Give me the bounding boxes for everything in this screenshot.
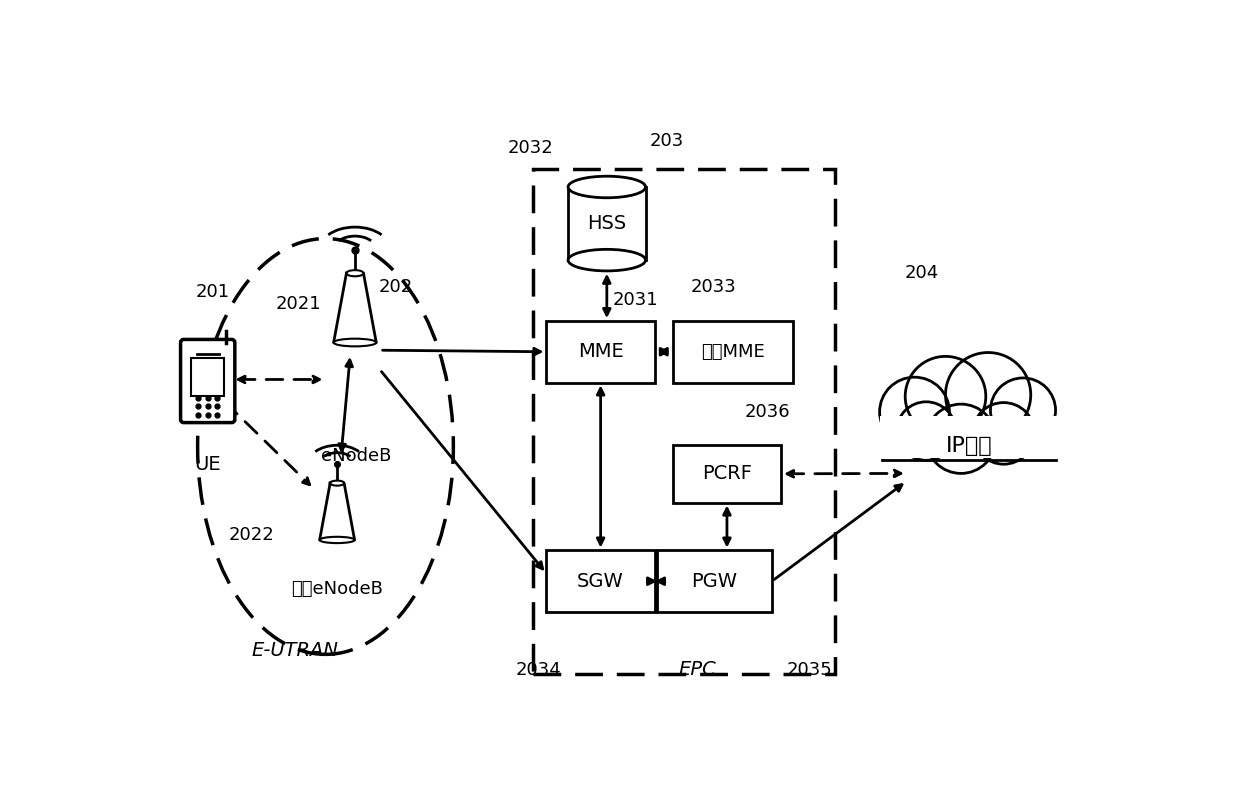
Text: PCRF: PCRF [702, 465, 751, 483]
Text: 2033: 2033 [691, 278, 735, 296]
Bar [672, 321, 792, 383]
Text: 203: 203 [650, 132, 683, 150]
Ellipse shape [334, 339, 376, 346]
FancyBboxPatch shape [181, 340, 234, 423]
Bar [547, 550, 655, 612]
Circle shape [897, 402, 956, 461]
Text: 204: 204 [905, 264, 940, 282]
Text: PGW: PGW [692, 572, 738, 590]
Text: SGW: SGW [578, 572, 624, 590]
Bar [879, 416, 1058, 458]
Text: EPC: EPC [678, 660, 717, 679]
Bar [657, 550, 771, 612]
Text: E-UTRAN: E-UTRAN [250, 641, 339, 660]
Text: 2032: 2032 [508, 139, 554, 158]
Circle shape [905, 356, 986, 437]
Bar [191, 358, 224, 396]
Text: 2034: 2034 [516, 661, 562, 678]
Bar [533, 169, 836, 674]
Bar [547, 321, 655, 383]
Polygon shape [320, 483, 355, 540]
Text: 2036: 2036 [744, 403, 790, 421]
Text: HSS: HSS [588, 214, 626, 233]
Ellipse shape [320, 537, 355, 543]
Polygon shape [334, 273, 376, 343]
Text: UE: UE [195, 455, 221, 473]
Circle shape [972, 403, 1034, 465]
Text: IP业务: IP业务 [945, 437, 992, 457]
Ellipse shape [197, 239, 454, 654]
Text: 其它MME: 其它MME [701, 343, 765, 360]
Text: 2022: 2022 [229, 526, 275, 544]
Ellipse shape [330, 481, 345, 485]
Bar [672, 445, 781, 503]
Circle shape [945, 352, 1030, 437]
Ellipse shape [568, 249, 646, 271]
Text: 2035: 2035 [787, 661, 833, 678]
Text: 201: 201 [196, 284, 231, 301]
Text: 2031: 2031 [613, 292, 658, 309]
Text: 202: 202 [378, 278, 413, 296]
Bar [568, 187, 646, 260]
Ellipse shape [346, 270, 363, 276]
Circle shape [926, 405, 996, 473]
Circle shape [879, 377, 950, 446]
Text: 2021: 2021 [275, 295, 321, 313]
Circle shape [991, 378, 1055, 443]
Text: eNodeB: eNodeB [321, 448, 392, 465]
Text: 其它eNodeB: 其它eNodeB [291, 580, 383, 598]
Ellipse shape [568, 176, 646, 198]
Text: MME: MME [578, 342, 624, 361]
